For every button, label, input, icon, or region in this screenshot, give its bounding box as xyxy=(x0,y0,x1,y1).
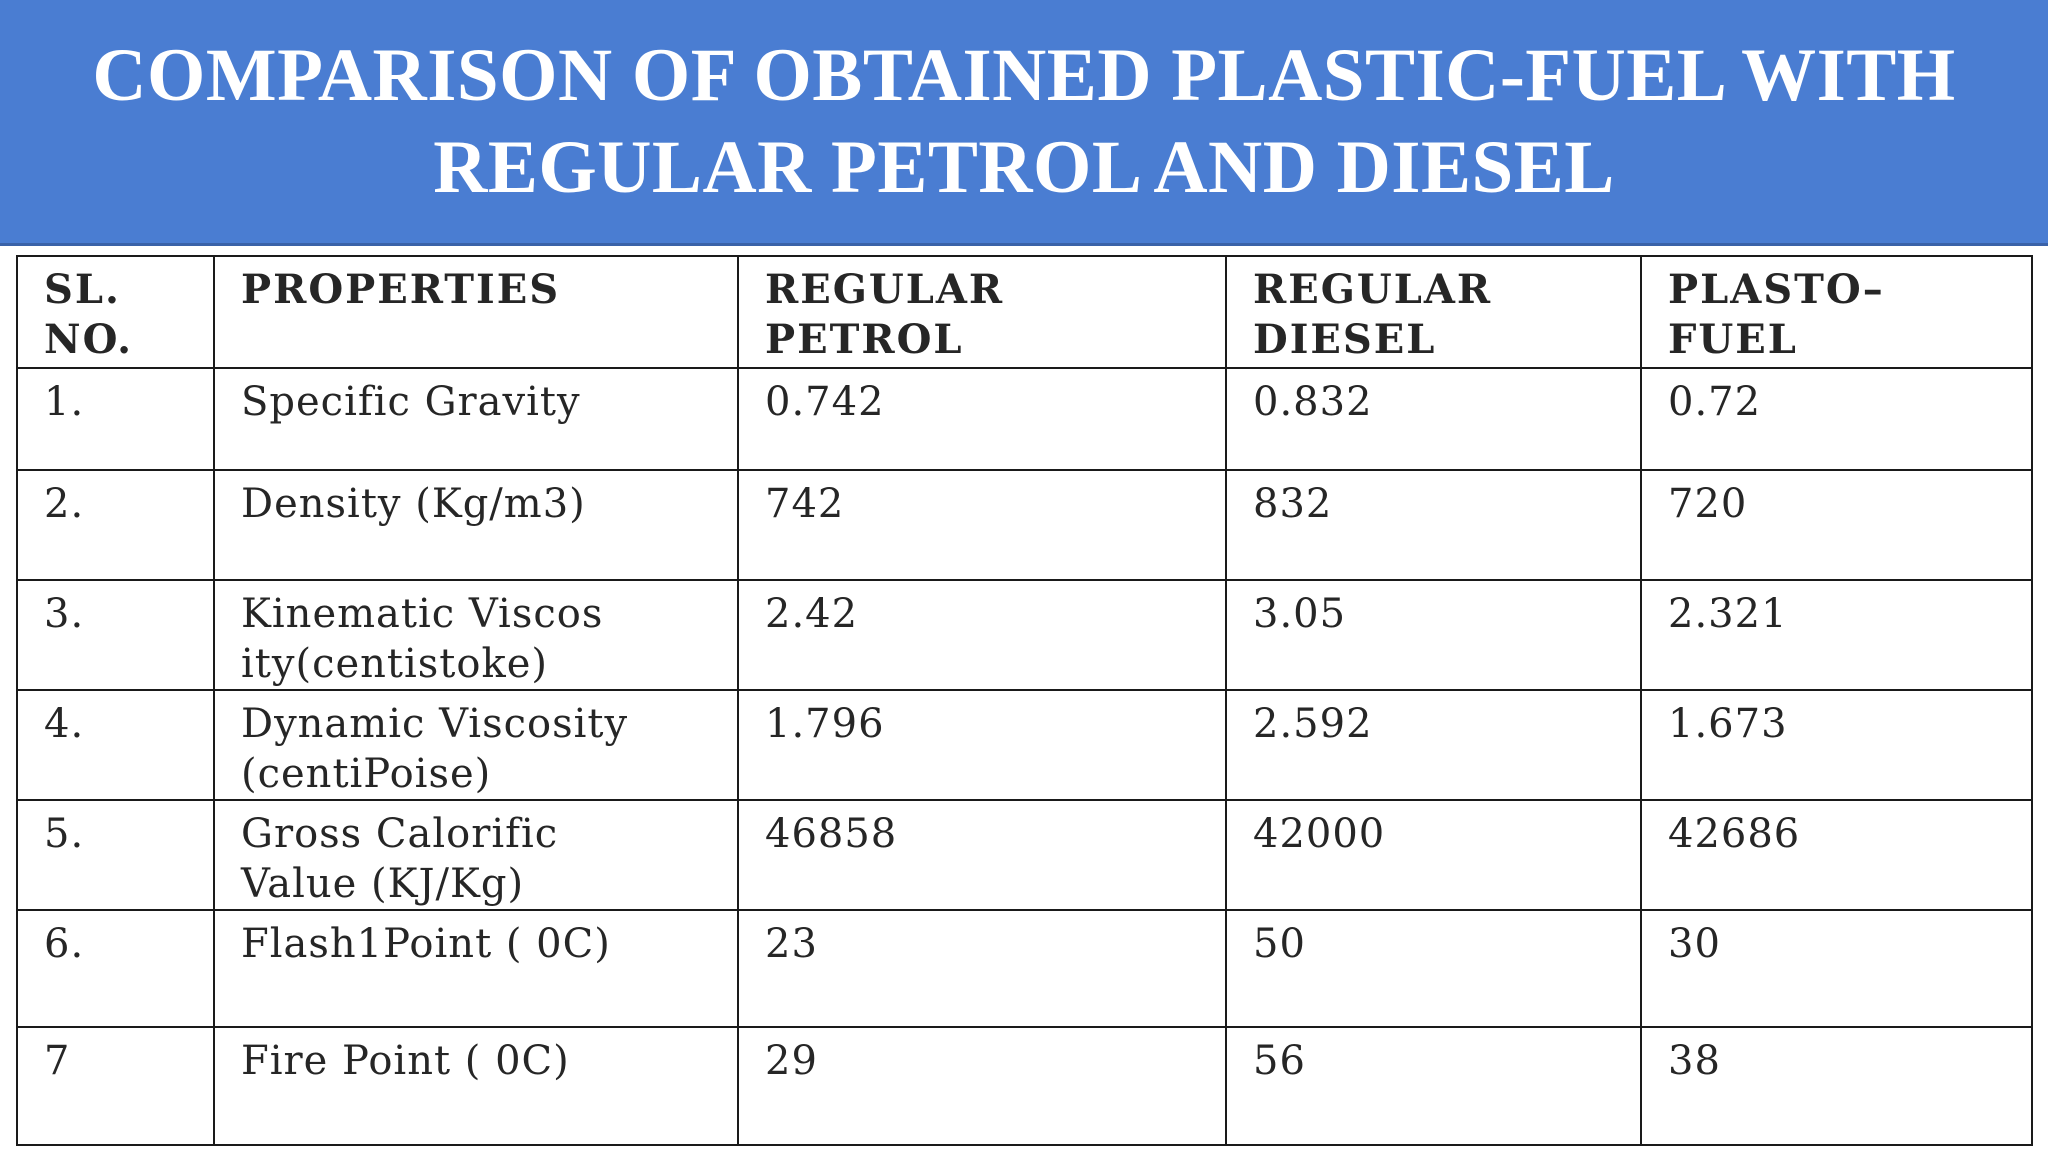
property-line-2: (centiPoise) xyxy=(241,751,492,797)
title-banner: COMPARISON OF OBTAINED PLASTIC-FUEL WITH… xyxy=(0,0,2048,246)
header-sl-no-line-2: NO. xyxy=(44,316,133,363)
cell-petrol: 23 xyxy=(737,909,1227,1028)
header-sl-no: SL. NO. xyxy=(16,255,215,369)
cell-property: Dynamic Viscosity (centiPoise) xyxy=(213,689,739,801)
cell-petrol: 2.42 xyxy=(737,579,1227,691)
header-plasto-line-1: PLASTO– xyxy=(1668,266,1885,313)
property-line-1: Specific Gravity xyxy=(241,379,581,425)
property-line-1: Flash1Point ( 0C) xyxy=(241,921,611,967)
cell-diesel: 50 xyxy=(1225,909,1642,1028)
cell-sl-no: 6. xyxy=(16,909,215,1028)
cell-property: Fire Point ( 0C) xyxy=(213,1026,739,1146)
cell-diesel: 832 xyxy=(1225,469,1642,581)
cell-sl-no: 1. xyxy=(16,367,215,471)
table-header-row: SL. NO. PROPERTIES REGULAR PETROL REGULA… xyxy=(16,255,2033,369)
header-properties: PROPERTIES xyxy=(213,255,739,369)
header-petrol-line-2: PETROL xyxy=(765,316,964,363)
header-plasto-fuel: PLASTO– FUEL xyxy=(1640,255,2033,369)
property-line-1: Gross Calorific xyxy=(241,811,559,857)
cell-sl-no: 7 xyxy=(16,1026,215,1146)
table-row: 4. Dynamic Viscosity (centiPoise) 1.796 … xyxy=(16,689,2033,801)
cell-diesel: 3.05 xyxy=(1225,579,1642,691)
cell-sl-no: 2. xyxy=(16,469,215,581)
property-line-2: Value (KJ/Kg) xyxy=(241,861,525,907)
cell-plasto: 42686 xyxy=(1640,799,2033,911)
slide-title-line-1: COMPARISON OF OBTAINED PLASTIC-FUEL WITH xyxy=(92,33,1956,117)
cell-petrol: 0.742 xyxy=(737,367,1227,471)
table-row: 3. Kinematic Viscos ity(centistoke) 2.42… xyxy=(16,579,2033,691)
property-line-1: Fire Point ( 0C) xyxy=(241,1038,570,1084)
header-regular-petrol: REGULAR PETROL xyxy=(737,255,1227,369)
cell-plasto: 720 xyxy=(1640,469,2033,581)
cell-diesel: 0.832 xyxy=(1225,367,1642,471)
property-line-2: ity(centistoke) xyxy=(241,641,548,687)
slide-title-line-2: REGULAR PETROL AND DIESEL xyxy=(433,125,1615,209)
cell-property: Kinematic Viscos ity(centistoke) xyxy=(213,579,739,691)
header-sl-no-line-1: SL. xyxy=(44,266,121,313)
property-line-1: Kinematic Viscos xyxy=(241,591,604,637)
cell-petrol: 46858 xyxy=(737,799,1227,911)
cell-petrol: 1.796 xyxy=(737,689,1227,801)
cell-plasto: 1.673 xyxy=(1640,689,2033,801)
cell-plasto: 38 xyxy=(1640,1026,2033,1146)
header-regular-diesel: REGULAR DIESEL xyxy=(1225,255,1642,369)
cell-plasto: 2.321 xyxy=(1640,579,2033,691)
cell-plasto: 30 xyxy=(1640,909,2033,1028)
cell-diesel: 2.592 xyxy=(1225,689,1642,801)
cell-plasto: 0.72 xyxy=(1640,367,2033,471)
property-line-1: Density (Kg/m3) xyxy=(241,481,586,527)
table-row: 5. Gross Calorific Value (KJ/Kg) 46858 4… xyxy=(16,799,2033,911)
cell-sl-no: 4. xyxy=(16,689,215,801)
header-properties-text: PROPERTIES xyxy=(241,266,561,313)
cell-property: Specific Gravity xyxy=(213,367,739,471)
header-petrol-line-1: REGULAR xyxy=(765,266,1005,313)
cell-petrol: 742 xyxy=(737,469,1227,581)
header-diesel-line-1: REGULAR xyxy=(1253,266,1493,313)
cell-sl-no: 3. xyxy=(16,579,215,691)
cell-property: Flash1Point ( 0C) xyxy=(213,909,739,1028)
table-row: 2. Density (Kg/m3) 742 832 720 xyxy=(16,469,2033,581)
cell-diesel: 56 xyxy=(1225,1026,1642,1146)
table-row: 7 Fire Point ( 0C) 29 56 38 xyxy=(16,1026,2033,1146)
property-line-1: Dynamic Viscosity xyxy=(241,701,629,747)
cell-diesel: 42000 xyxy=(1225,799,1642,911)
cell-property: Gross Calorific Value (KJ/Kg) xyxy=(213,799,739,911)
fuel-properties-table: SL. NO. PROPERTIES REGULAR PETROL REGULA… xyxy=(16,255,2033,1146)
cell-property: Density (Kg/m3) xyxy=(213,469,739,581)
table-row: 6. Flash1Point ( 0C) 23 50 30 xyxy=(16,909,2033,1028)
cell-petrol: 29 xyxy=(737,1026,1227,1146)
cell-sl-no: 5. xyxy=(16,799,215,911)
header-diesel-line-2: DIESEL xyxy=(1253,316,1437,363)
header-plasto-line-2: FUEL xyxy=(1668,316,1798,363)
table-row: 1. Specific Gravity 0.742 0.832 0.72 xyxy=(16,367,2033,471)
